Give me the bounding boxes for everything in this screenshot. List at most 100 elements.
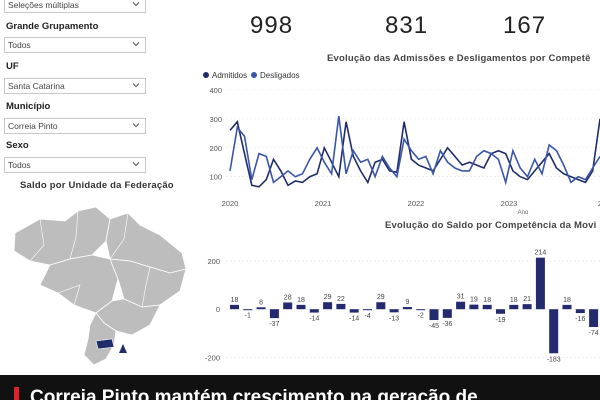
bar: [309, 309, 319, 313]
y-tick-label: 100: [209, 173, 222, 182]
bar: [323, 302, 333, 310]
sexo-select[interactable]: Todos: [4, 157, 146, 173]
chevron-down-icon: [132, 123, 140, 128]
filter-label-municipio: Município: [6, 101, 51, 112]
line-legend: Admitidos Desligados: [203, 71, 300, 80]
data-label: 18: [483, 297, 491, 304]
filter-value: Santa Catarina: [8, 81, 65, 91]
data-label: -4: [364, 313, 370, 320]
filter-value: Todos: [8, 160, 31, 170]
bar: [402, 307, 412, 310]
data-label: 29: [324, 294, 332, 301]
banner-accent: [14, 387, 19, 400]
map-highlight-santa-catarina: [95, 338, 115, 350]
data-label: -13: [389, 315, 399, 322]
data-label: 18: [231, 297, 239, 304]
series-line-desligados: [229, 115, 600, 186]
x-tick-label: 2022: [408, 199, 425, 208]
grande-grupamento-select[interactable]: Todos: [4, 37, 146, 53]
bar: [283, 302, 293, 310]
municipio-select[interactable]: Correia Pinto: [4, 118, 146, 134]
legend-marker-admitidos: [203, 72, 209, 78]
data-label: -19: [495, 317, 505, 324]
map-title: Saldo por Unidade da Federação: [20, 180, 174, 191]
data-label: -36: [442, 321, 452, 328]
chevron-down-icon: [132, 42, 140, 47]
data-label: 18: [297, 297, 305, 304]
bar: [256, 307, 266, 310]
banner-headline: Correia Pinto mantém crescimento na gera…: [30, 387, 478, 400]
y-tick-label: -200: [205, 353, 220, 362]
legend-admitidos: Admitidos: [212, 71, 247, 80]
y-tick-label: 200: [207, 257, 220, 266]
bar: [589, 309, 599, 328]
x-tick-label: 20: [598, 199, 600, 208]
bar-chart-title: Evolução do Saldo por Competência da Mov…: [385, 220, 597, 231]
map-marker-icon: [119, 344, 127, 353]
data-label: 29: [377, 294, 385, 301]
bar: [336, 303, 346, 310]
y-tick-label: 400: [209, 86, 222, 95]
data-label: 28: [284, 294, 292, 301]
chevron-down-icon: [132, 2, 140, 7]
data-label: 9: [405, 299, 409, 306]
bar: [535, 257, 545, 310]
data-label: -14: [309, 316, 319, 323]
filter-label-uf: UF: [6, 61, 19, 72]
data-label: -74: [589, 330, 599, 337]
brazil-map[interactable]: [0, 195, 195, 375]
bar: [456, 301, 466, 310]
data-label: -16: [575, 316, 585, 323]
bar: [269, 309, 279, 319]
uf-select[interactable]: Santa Catarina: [4, 78, 146, 94]
bar: [416, 309, 426, 311]
data-label: -1: [245, 312, 251, 319]
bar: [296, 304, 306, 310]
x-axis-label: Ano: [518, 210, 529, 216]
bar: [363, 309, 372, 311]
y-tick-label: 300: [209, 115, 222, 124]
bar: [549, 309, 559, 354]
bar: [509, 304, 519, 310]
bar: [376, 302, 386, 310]
x-tick-label: 2023: [501, 199, 518, 208]
bar: [496, 309, 505, 314]
filter-value: Correia Pinto: [8, 121, 58, 131]
filter-label-grande-grupamento: Grande Grupamento: [6, 21, 99, 32]
filter-value: Todos: [8, 40, 31, 50]
bar: [429, 309, 439, 321]
line-chart-title: Evolução das Admissões e Desligamentos p…: [327, 53, 591, 64]
bar: [230, 304, 239, 310]
data-label: -45: [429, 323, 439, 330]
legend-marker-desligados: [251, 72, 257, 78]
chevron-down-icon: [132, 83, 140, 88]
bar: [442, 309, 452, 318]
legend-desligados: Desligados: [260, 71, 300, 80]
kpi-saldo: 167: [503, 12, 547, 39]
filter-value: Seleções múltiplas: [8, 0, 79, 10]
bar: [469, 304, 479, 310]
data-label: 18: [510, 297, 518, 304]
data-label: -37: [269, 321, 279, 328]
multi-select-filter[interactable]: Seleções múltiplas: [4, 0, 146, 13]
y-tick-label: 0: [216, 305, 220, 314]
bar-chart[interactable]: 200 0 -200 18 -1 8 -37 28 18 -14 29 22 -14 -4 29 -13 9 -…: [196, 235, 600, 375]
data-label: 18: [563, 297, 571, 304]
bar: [575, 309, 585, 314]
data-label: 22: [337, 296, 345, 303]
kpi-admitidos: 998: [250, 12, 294, 39]
data-label: 21: [523, 296, 531, 303]
bar: [349, 309, 359, 313]
bar: [389, 309, 399, 313]
data-label: 214: [535, 250, 547, 257]
data-label: 31: [457, 294, 465, 301]
data-label: -183: [547, 356, 561, 363]
data-label: 19: [470, 297, 478, 304]
map-region-north-east-coast: [109, 258, 187, 308]
filter-label-sexo: Sexo: [6, 140, 29, 151]
x-tick-label: 2021: [315, 199, 332, 208]
kpi-desligados: 831: [385, 12, 429, 39]
bar: [522, 304, 532, 310]
y-tick-label: 200: [209, 144, 222, 153]
